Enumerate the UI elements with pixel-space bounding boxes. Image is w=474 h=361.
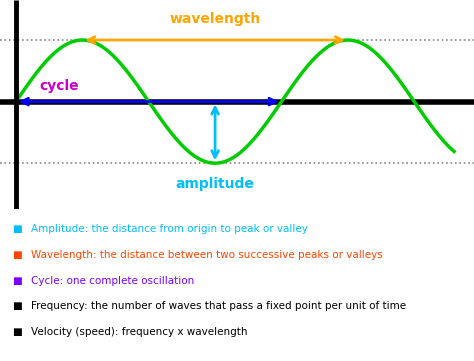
Text: Amplitude: the distance from origin to peak or valley: Amplitude: the distance from origin to p… — [31, 224, 308, 234]
Text: ■: ■ — [12, 301, 22, 312]
Text: Frequency: the number of waves that pass a fixed point per unit of time: Frequency: the number of waves that pass… — [31, 301, 406, 312]
Text: ■: ■ — [12, 276, 22, 286]
Text: wavelength: wavelength — [170, 13, 261, 26]
Text: ■: ■ — [12, 327, 22, 337]
Text: ■: ■ — [12, 224, 22, 234]
Text: Velocity (speed): frequency x wavelength: Velocity (speed): frequency x wavelength — [31, 327, 247, 337]
Text: cycle: cycle — [40, 79, 80, 93]
Text: Cycle: one complete oscillation: Cycle: one complete oscillation — [31, 276, 194, 286]
Text: Wavelength: the distance between two successive peaks or valleys: Wavelength: the distance between two suc… — [31, 250, 383, 260]
Text: amplitude: amplitude — [176, 177, 255, 191]
Text: ■: ■ — [12, 250, 22, 260]
